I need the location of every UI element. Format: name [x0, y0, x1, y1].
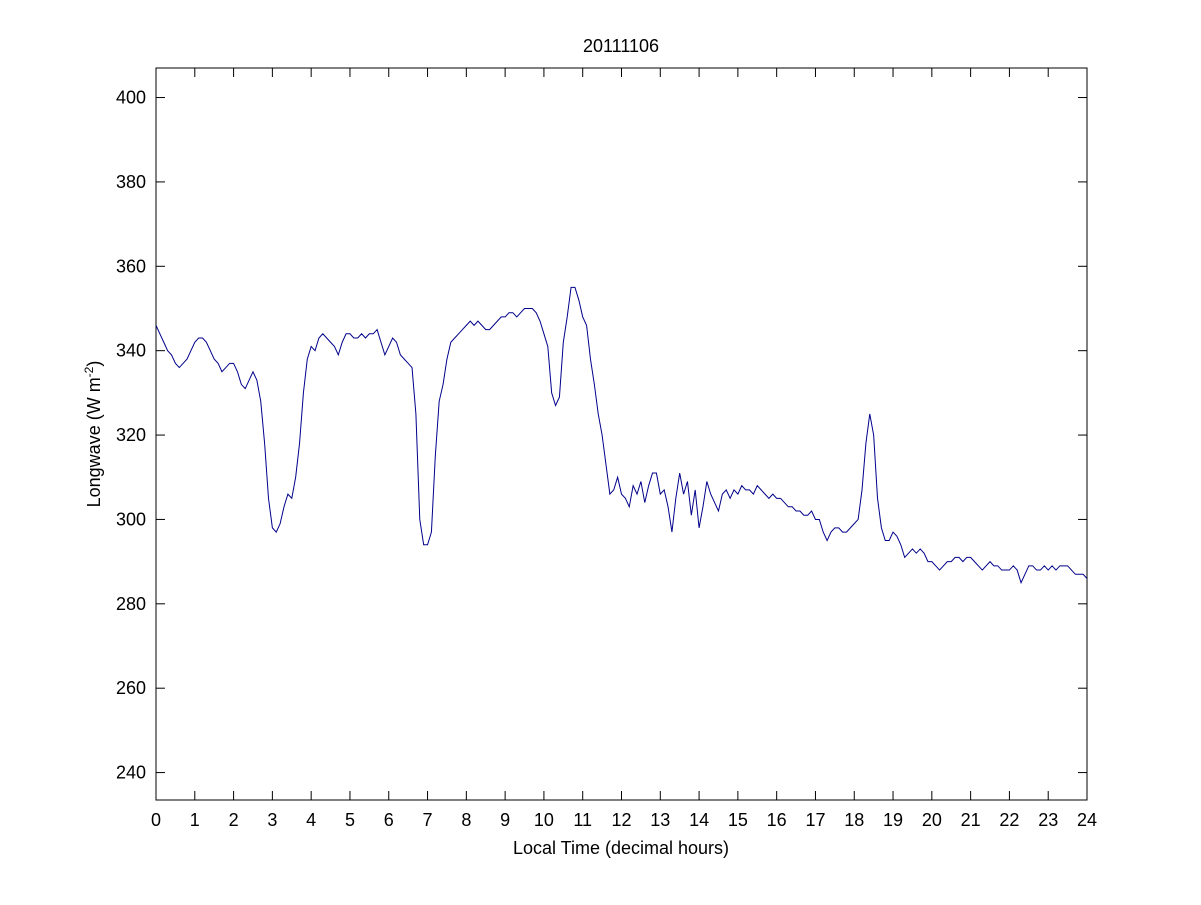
x-tick-label: 24 [1077, 810, 1097, 830]
x-tick-label: 7 [423, 810, 433, 830]
x-tick-label: 18 [844, 810, 864, 830]
y-tick-label: 340 [116, 341, 146, 361]
data-line [155, 286, 1088, 585]
x-tick-label: 4 [306, 810, 316, 830]
chart-title: 20111106 [583, 36, 659, 56]
y-tick-label: 320 [116, 425, 146, 445]
y-tick-label: 240 [116, 763, 146, 783]
x-tick-label: 1 [190, 810, 200, 830]
x-tick-label: 11 [573, 810, 592, 830]
y-tick-label: 400 [116, 88, 146, 108]
x-tick-label: 5 [345, 810, 355, 830]
x-tick-label: 6 [384, 810, 394, 830]
x-tick-label: 22 [999, 810, 1019, 830]
x-tick-label: 20 [922, 810, 942, 830]
x-tick-label: 0 [151, 810, 161, 830]
x-tick-label: 23 [1038, 810, 1058, 830]
x-tick-label: 9 [500, 810, 510, 830]
x-tick-label: 12 [611, 810, 631, 830]
y-tick-label: 380 [116, 172, 146, 192]
x-tick-label: 17 [805, 810, 825, 830]
x-tick-label: 13 [650, 810, 670, 830]
x-tick-label: 2 [229, 810, 239, 830]
x-tick-label: 14 [689, 810, 709, 830]
x-tick-label: 8 [461, 810, 471, 830]
y-tick-label: 300 [116, 509, 146, 529]
y-tick-label: 280 [116, 594, 146, 614]
y-label-main: Longwave (W m [84, 377, 104, 507]
x-tick-label: 16 [767, 810, 787, 830]
x-axis-label: Local Time (decimal hours) [513, 838, 729, 858]
y-tick-label: 360 [116, 256, 146, 276]
x-tick-label: 15 [728, 810, 748, 830]
x-tick-label: 21 [961, 810, 981, 830]
y-axis-label: Longwave (W m-2) [82, 361, 104, 508]
x-tick-label: 3 [267, 810, 277, 830]
y-label-end: ) [84, 361, 104, 367]
y-tick-label: 260 [116, 678, 146, 698]
y-label-superscript: -2 [82, 366, 96, 377]
x-tick-label: 19 [883, 810, 903, 830]
x-tick-label: 10 [534, 810, 554, 830]
